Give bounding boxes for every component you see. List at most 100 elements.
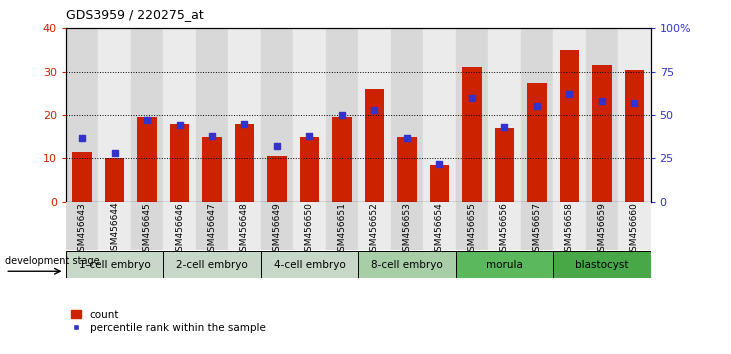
Text: development stage: development stage — [5, 256, 100, 266]
Point — [271, 143, 283, 149]
Bar — [131, 202, 163, 250]
Point — [466, 95, 478, 101]
Text: GSM456652: GSM456652 — [370, 202, 379, 257]
Bar — [332, 117, 352, 202]
Bar — [455, 28, 488, 202]
Bar — [196, 202, 228, 250]
Bar — [423, 202, 455, 250]
Bar — [390, 202, 423, 250]
Text: GSM456659: GSM456659 — [597, 202, 606, 257]
Bar — [261, 28, 293, 202]
Bar — [488, 28, 520, 202]
Text: GSM456650: GSM456650 — [305, 202, 314, 257]
Point — [336, 112, 348, 118]
Bar — [98, 202, 131, 250]
Bar — [268, 156, 287, 202]
Point — [401, 135, 413, 141]
Bar — [163, 28, 196, 202]
Bar — [228, 28, 261, 202]
Bar — [365, 89, 385, 202]
Bar — [228, 202, 261, 250]
Bar — [553, 202, 586, 250]
Text: 2-cell embryo: 2-cell embryo — [176, 259, 248, 270]
Bar — [358, 202, 390, 250]
Bar — [196, 28, 228, 202]
Point — [629, 100, 640, 106]
Text: GSM456660: GSM456660 — [630, 202, 639, 257]
Point — [433, 161, 445, 166]
Bar — [553, 28, 586, 202]
Bar — [66, 251, 163, 278]
Bar — [592, 65, 612, 202]
Bar — [520, 202, 553, 250]
Text: GDS3959 / 220275_at: GDS3959 / 220275_at — [66, 8, 203, 21]
Bar — [137, 117, 156, 202]
Point — [499, 124, 510, 130]
Text: GSM456653: GSM456653 — [403, 202, 412, 257]
Bar — [455, 202, 488, 250]
Bar — [618, 202, 651, 250]
Bar — [358, 28, 390, 202]
Point — [596, 98, 607, 104]
Bar — [560, 50, 579, 202]
Bar — [293, 28, 326, 202]
Text: GSM456649: GSM456649 — [273, 202, 281, 257]
Text: GSM456646: GSM456646 — [175, 202, 184, 257]
Text: morula: morula — [486, 259, 523, 270]
Legend: count, percentile rank within the sample: count, percentile rank within the sample — [71, 310, 265, 333]
Point — [174, 122, 186, 128]
Bar — [358, 251, 455, 278]
Bar — [553, 251, 651, 278]
Bar — [520, 28, 553, 202]
Point — [109, 150, 121, 156]
Text: GSM456644: GSM456644 — [110, 202, 119, 256]
Text: GSM456654: GSM456654 — [435, 202, 444, 257]
Text: GSM456655: GSM456655 — [467, 202, 477, 257]
Bar — [131, 28, 163, 202]
Text: 8-cell embryo: 8-cell embryo — [371, 259, 443, 270]
Bar — [495, 128, 514, 202]
Text: GSM456656: GSM456656 — [500, 202, 509, 257]
Point — [303, 133, 315, 139]
Bar — [293, 202, 326, 250]
Bar — [170, 124, 189, 202]
Bar — [261, 202, 293, 250]
Bar — [105, 159, 124, 202]
Text: GSM456657: GSM456657 — [532, 202, 542, 257]
Bar — [586, 28, 618, 202]
Bar — [300, 137, 319, 202]
Bar — [163, 251, 261, 278]
Text: GSM456651: GSM456651 — [338, 202, 346, 257]
Text: GSM456645: GSM456645 — [143, 202, 151, 257]
Bar — [455, 251, 553, 278]
Point — [564, 91, 575, 97]
Text: GSM456648: GSM456648 — [240, 202, 249, 257]
Bar — [430, 165, 449, 202]
Bar — [235, 124, 254, 202]
Bar — [462, 67, 482, 202]
Text: 4-cell embryo: 4-cell embryo — [273, 259, 345, 270]
Bar — [624, 69, 644, 202]
Text: GSM456658: GSM456658 — [565, 202, 574, 257]
Bar — [202, 137, 221, 202]
Bar — [66, 28, 98, 202]
Bar — [423, 28, 455, 202]
Text: GSM456643: GSM456643 — [77, 202, 86, 257]
Bar — [98, 28, 131, 202]
Point — [368, 107, 380, 113]
Bar — [586, 202, 618, 250]
Bar — [326, 28, 358, 202]
Bar — [397, 137, 417, 202]
Point — [238, 121, 250, 127]
Text: 1-cell embryo: 1-cell embryo — [79, 259, 151, 270]
Point — [76, 135, 88, 141]
Point — [206, 133, 218, 139]
Bar — [261, 251, 358, 278]
Bar — [163, 202, 196, 250]
Text: blastocyst: blastocyst — [575, 259, 629, 270]
Text: GSM456647: GSM456647 — [208, 202, 216, 257]
Bar — [66, 202, 98, 250]
Point — [531, 103, 542, 109]
Point — [141, 118, 153, 123]
Bar — [390, 28, 423, 202]
